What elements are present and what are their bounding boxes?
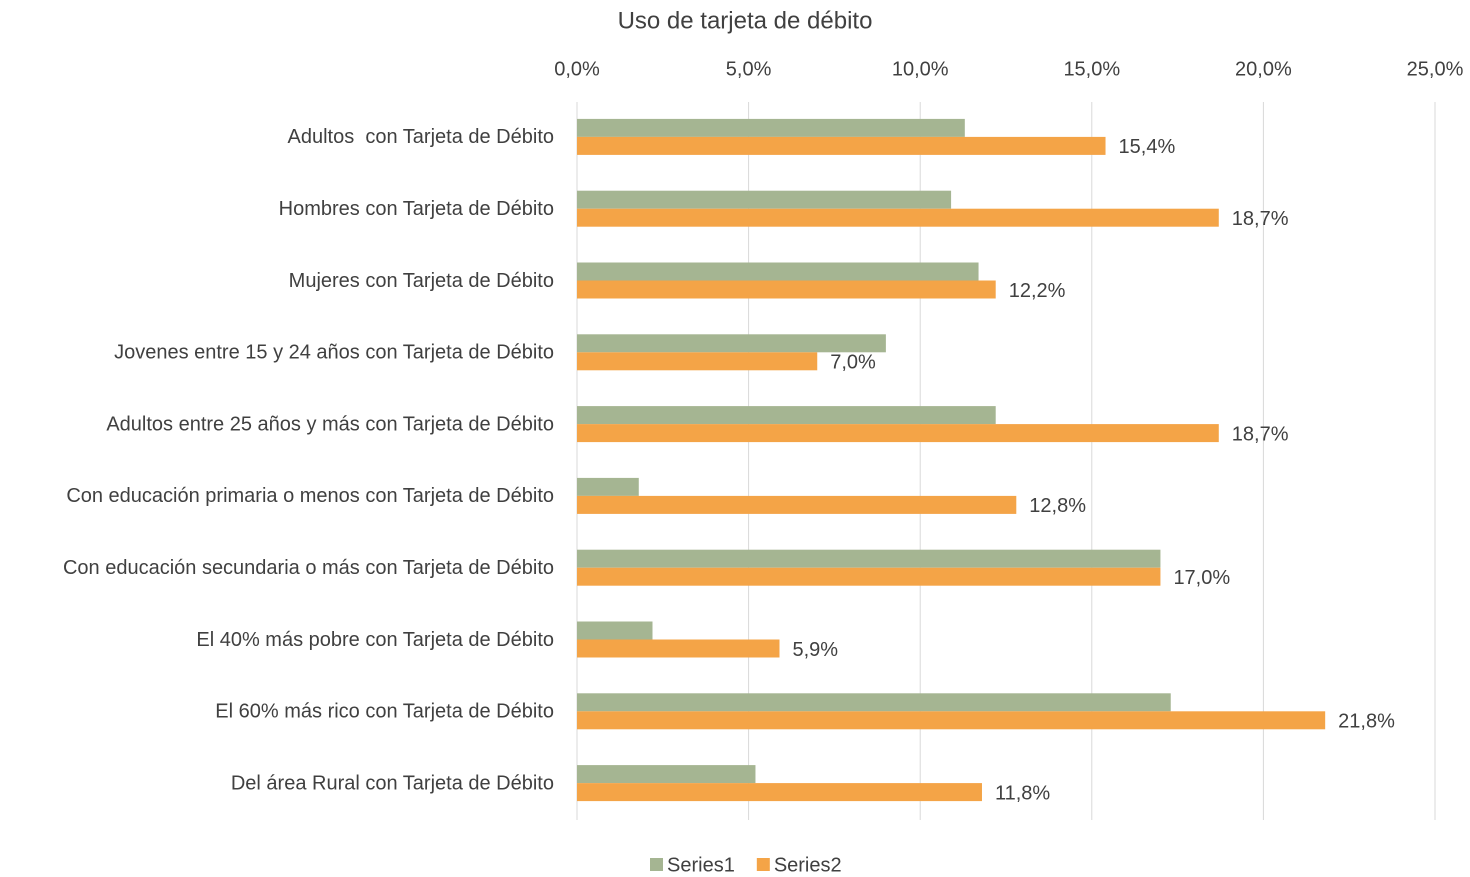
bar xyxy=(577,262,979,281)
x-tick-label: 10,0% xyxy=(892,58,949,80)
legend-swatch xyxy=(650,858,663,871)
y-tick-label: Mujeres con Tarjeta de Débito xyxy=(289,270,554,292)
bar xyxy=(577,424,1219,443)
data-label: 12,2% xyxy=(1009,280,1066,302)
x-tick-label: 20,0% xyxy=(1235,58,1292,80)
data-label: 17,0% xyxy=(1173,567,1230,589)
data-label: 15,4% xyxy=(1119,136,1176,158)
chart-title: Uso de tarjeta de débito xyxy=(618,7,873,34)
bar xyxy=(577,783,982,802)
y-tick-label: Con educación secundaria o más con Tarje… xyxy=(63,557,554,579)
bar xyxy=(577,495,1017,514)
bar xyxy=(577,711,1326,730)
y-tick-label: El 40% más pobre con Tarjeta de Débito xyxy=(196,629,554,651)
legend-label: Series1 xyxy=(667,854,735,876)
bar xyxy=(577,477,639,496)
bar xyxy=(577,639,780,658)
bar xyxy=(577,406,996,425)
data-label: 18,7% xyxy=(1232,208,1289,230)
data-label: 11,8% xyxy=(995,782,1050,804)
bar xyxy=(577,208,1219,227)
data-label: 7,0% xyxy=(830,352,876,374)
y-tick-label: Hombres con Tarjeta de Débito xyxy=(279,198,554,220)
bar xyxy=(577,765,756,784)
legend-label: Series2 xyxy=(774,854,842,876)
y-tick-label: Jovenes entre 15 y 24 años con Tarjeta d… xyxy=(114,342,554,364)
bar xyxy=(577,280,996,299)
bar xyxy=(577,693,1171,712)
bar xyxy=(577,136,1106,155)
bar xyxy=(577,118,965,137)
x-tick-label: 0,0% xyxy=(554,58,600,80)
bar xyxy=(577,352,818,371)
y-tick-label: Adultos entre 25 años y más con Tarjeta … xyxy=(106,413,554,435)
y-tick-label: Adultos con Tarjeta de Débito xyxy=(288,126,554,148)
bar xyxy=(577,190,952,209)
data-label: 21,8% xyxy=(1338,711,1395,733)
x-tick-label: 25,0% xyxy=(1407,58,1464,80)
bar xyxy=(577,549,1161,568)
legend-swatch xyxy=(756,858,770,871)
y-tick-label: Del área Rural con Tarjeta de Débito xyxy=(231,772,554,794)
y-tick-label: Con educación primaria o menos con Tarje… xyxy=(66,485,554,507)
bar xyxy=(577,567,1161,586)
y-tick-label: El 60% más rico con Tarjeta de Débito xyxy=(215,701,554,723)
x-tick-label: 5,0% xyxy=(726,58,772,80)
data-label: 18,7% xyxy=(1232,423,1289,445)
x-tick-label: 15,0% xyxy=(1063,58,1120,80)
data-label: 5,9% xyxy=(792,639,838,661)
data-label: 12,8% xyxy=(1029,495,1086,517)
bar xyxy=(577,334,886,353)
bar xyxy=(577,621,653,640)
